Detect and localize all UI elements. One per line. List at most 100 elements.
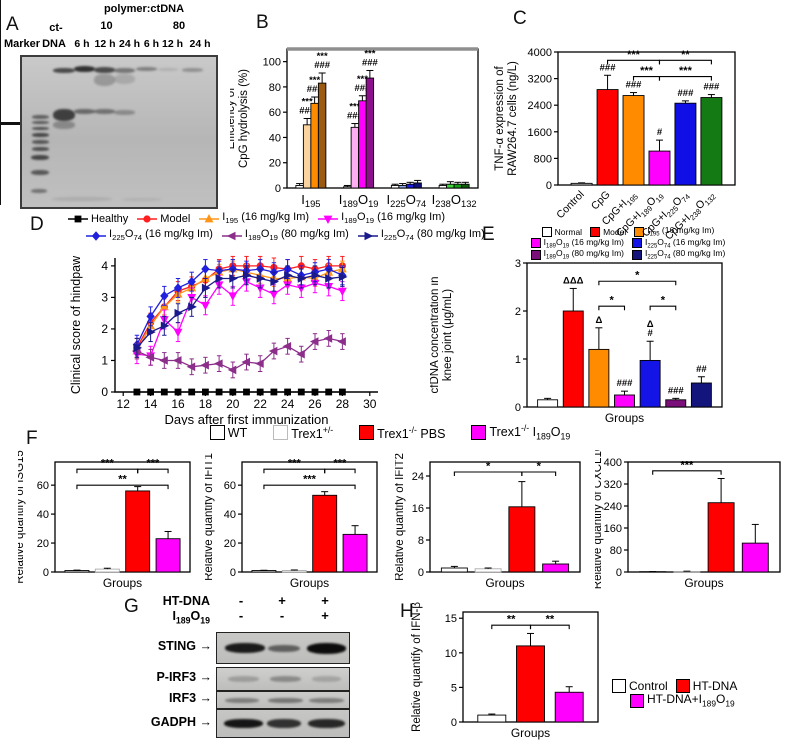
svg-text:Groups: Groups <box>103 576 142 590</box>
svg-text:**: ** <box>118 474 127 486</box>
svg-text:3200: 3200 <box>528 74 552 86</box>
svg-text:1: 1 <box>101 353 108 367</box>
gel-band <box>32 140 49 144</box>
gel-panel: polymer:ctDNA 10 80 ct- Marker DNA 6 h 12 h 24 h… <box>0 0 232 215</box>
svg-text:28: 28 <box>336 397 350 411</box>
legend-item: Model <box>137 213 190 225</box>
legend-item: HT-DNA <box>675 678 738 693</box>
svg-text:0: 0 <box>230 567 236 579</box>
gel-band <box>53 109 75 121</box>
svg-text:16: 16 <box>171 397 185 411</box>
svg-text:knee joint (μg/mL): knee joint (μg/mL) <box>442 289 454 381</box>
legend-swatch <box>632 249 642 260</box>
square-marker-icon <box>68 215 88 222</box>
svg-text:***: *** <box>317 51 328 62</box>
legend-label: Trex1-/- PBS <box>377 424 446 441</box>
legend-item: Normal <box>541 226 583 237</box>
svg-text:1: 1 <box>515 354 521 366</box>
legend-row: I189O19 (16 mg/kg Im) I225O74 (16 mg/kg I… <box>520 236 736 250</box>
svg-text:###: ### <box>314 60 331 71</box>
gel-image <box>20 55 218 209</box>
gel-band <box>122 198 162 201</box>
legend-row: Healthy Model I195 (16 mg/kg Im) I189O19 (1… <box>68 210 506 227</box>
blot-image <box>216 709 350 738</box>
gel-band <box>31 170 49 175</box>
svg-text:I195: I195 <box>301 192 320 209</box>
legend-item: I189O19 (16 mg/kg Im) <box>318 211 445 226</box>
svg-text:TNF-α expression of: TNF-α expression of <box>494 65 506 170</box>
legend-label: Control <box>629 678 668 693</box>
gel-time-label: 6 h <box>74 38 90 50</box>
legend-item: I225O74 (80 mg/kg Im) <box>632 248 725 261</box>
svg-text:0: 0 <box>418 567 424 579</box>
legend-label: I225O74 (16 mg/kg Im) <box>109 228 213 243</box>
blot-condition-value: + <box>321 608 329 623</box>
svg-text:CpG hydrolysis (%): CpG hydrolysis (%) <box>238 69 250 168</box>
gel-header-line <box>0 144 2 165</box>
legend-label: Normal <box>554 226 583 237</box>
panel-g-label: G <box>124 596 139 617</box>
panel-a-label: A <box>6 14 19 35</box>
legend-item: I195 (16 mg/kg Im) <box>634 225 714 238</box>
blot-band <box>223 719 264 728</box>
panel-h-legend: Control HT-DNA HT-DNA+I189O19 <box>612 678 800 709</box>
svg-text:15: 15 <box>445 613 457 625</box>
svg-text:I189O19: I189O19 <box>339 192 379 209</box>
svg-text:***: *** <box>640 65 654 77</box>
svg-text:***: *** <box>627 49 641 61</box>
svg-text:***: *** <box>101 458 115 470</box>
svg-text:0: 0 <box>101 385 108 399</box>
svg-text:cfDNA concentration in: cfDNA concentration in <box>430 277 441 394</box>
blot-row-label: P-IRF3 → <box>156 670 212 684</box>
svg-text:#: # <box>657 127 663 138</box>
gel-band <box>94 74 115 86</box>
gel-band <box>32 127 49 130</box>
blot-image <box>216 632 350 664</box>
gel-time-label: 24 h <box>189 38 211 50</box>
gel-band <box>31 189 47 193</box>
blot-band <box>267 719 302 728</box>
legend-item: I225O74 (16 mg/kg Im) <box>86 228 213 243</box>
blot-condition-value: - <box>238 593 244 608</box>
blot-image <box>216 667 350 691</box>
legend-item: Control <box>612 678 668 693</box>
svg-text:12: 12 <box>117 397 131 411</box>
svg-text:Groups: Groups <box>290 576 329 590</box>
gel-ctdna-label: ct- <box>49 22 63 34</box>
legend-row: HT-DNA+I189O19 <box>630 692 800 709</box>
svg-text:2: 2 <box>101 322 108 336</box>
gel-ratio-80: 80 <box>172 20 186 32</box>
svg-text:0: 0 <box>515 402 521 414</box>
svg-text:***: *** <box>679 65 693 77</box>
svg-text:###: ### <box>354 83 371 94</box>
gel-band <box>114 74 135 84</box>
svg-text:20: 20 <box>226 397 240 411</box>
svg-text:***: *** <box>309 75 320 86</box>
svg-text:2: 2 <box>515 306 521 318</box>
legend-item: I189O19 (80 mg/kg Im) <box>221 228 349 243</box>
panel-d-chart: 12 14 16 18 20 22 24 26 28 30 0 1 2 3 4 Days after firs… <box>60 250 420 430</box>
gel-time-label: 6 h <box>143 38 160 50</box>
svg-text:###: ### <box>600 62 617 73</box>
legend-swatch <box>359 425 375 441</box>
legend-label: I225O74 (16 mg/kg Im) <box>645 236 726 250</box>
svg-text:I238O132: I238O132 <box>432 192 477 209</box>
legend-item: HT-DNA+I189O19 <box>630 692 735 709</box>
svg-text:**: ** <box>681 49 690 61</box>
gel-header-line <box>0 184 2 205</box>
blot-row-label: GADPH → <box>150 714 212 729</box>
blot-band <box>306 642 347 654</box>
svg-text:***: *** <box>333 458 347 470</box>
svg-text:800: 800 <box>534 153 552 165</box>
gel-ratio-10: 10 <box>100 20 113 32</box>
gel-header-line <box>0 53 2 106</box>
blot-band <box>312 676 342 682</box>
svg-text:24: 24 <box>281 397 295 411</box>
legend-item: Trex1-/- I189O19 <box>471 423 570 442</box>
svg-text:0: 0 <box>43 567 49 579</box>
svg-text:Δ: Δ <box>647 319 654 330</box>
svg-text:#: # <box>647 328 653 339</box>
svg-text:###: ### <box>307 84 324 95</box>
panel-f2-chart: 0 20 40 60 Relative quantify of IFIT1 *** *** *… <box>203 450 390 602</box>
legend-label: HT-DNA <box>692 678 738 693</box>
